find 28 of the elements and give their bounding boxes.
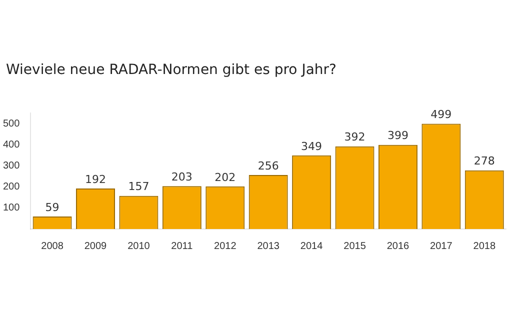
data-label: 59 xyxy=(45,200,60,214)
y-tick-label: 200 xyxy=(2,182,20,193)
x-tick-label: 2014 xyxy=(300,240,324,252)
y-tick-label: 500 xyxy=(2,118,20,130)
x-tick-label: 2015 xyxy=(344,240,366,252)
data-label: 202 xyxy=(214,170,236,184)
data-label: 203 xyxy=(171,170,192,184)
x-tick-label: 2018 xyxy=(473,240,496,252)
x-tick-label: 2016 xyxy=(386,240,410,252)
x-tick-label: 2017 xyxy=(430,240,453,252)
data-label: 256 xyxy=(258,159,279,172)
x-tick-label: 2010 xyxy=(128,240,150,252)
data-label: 499 xyxy=(430,108,452,122)
y-tick-label: 100 xyxy=(2,202,20,214)
y-tick-label: 300 xyxy=(2,160,20,172)
x-tick-label: 2011 xyxy=(171,240,194,252)
x-tick-label: 2009 xyxy=(84,240,108,252)
x-tick-label: 2013 xyxy=(257,240,280,252)
data-label: 399 xyxy=(387,129,408,142)
chart-title: Wieviele neue RADAR-Normen gibt es pro Jahr? xyxy=(6,62,336,78)
data-label: 349 xyxy=(301,140,322,153)
x-tick-label: 2012 xyxy=(214,240,237,252)
data-label: 157 xyxy=(128,180,150,194)
data-label: 278 xyxy=(474,154,495,168)
data-label: 192 xyxy=(85,172,106,186)
x-tick-label: 2008 xyxy=(41,240,64,252)
data-label: 392 xyxy=(344,130,366,144)
y-tick-label: 400 xyxy=(2,139,20,150)
